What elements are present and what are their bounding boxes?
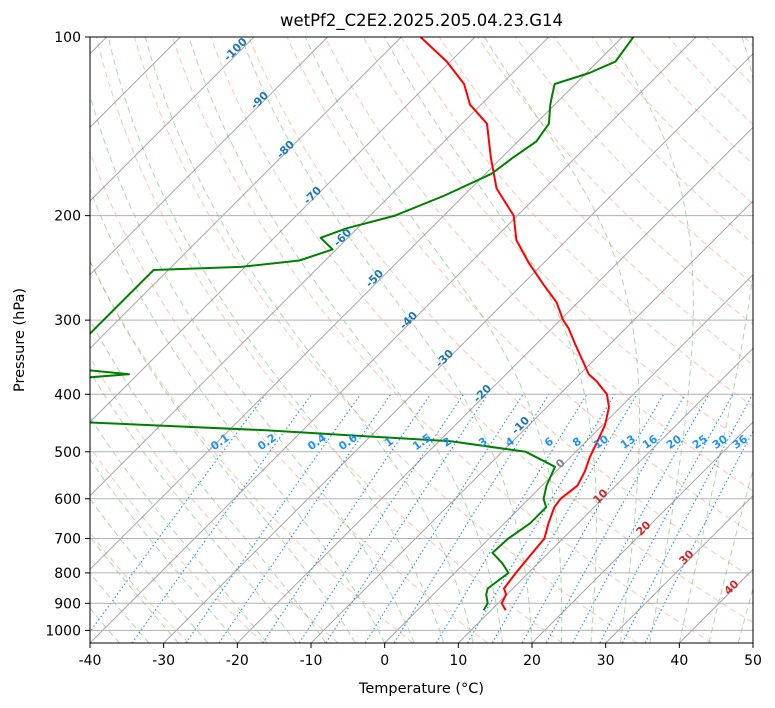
moist-adiabat — [708, 467, 753, 643]
dry-adiabat — [133, 37, 638, 643]
isotherm — [90, 37, 550, 497]
y-tick-label: 300 — [54, 313, 81, 329]
isotherm — [90, 37, 255, 202]
profiles — [90, 37, 635, 611]
moist-adiabats — [90, 37, 753, 643]
dry-adiabat — [90, 259, 414, 643]
dry-adiabat — [172, 37, 712, 643]
y-axis-label: Pressure (hPa) — [12, 288, 28, 392]
moist-adiabat — [90, 259, 356, 643]
mixing-ratio-line — [298, 393, 464, 643]
mixing-ratio-line — [393, 394, 550, 643]
moist-adiabat — [90, 498, 209, 643]
dry-adiabat — [515, 37, 753, 285]
isotherm — [310, 200, 753, 643]
moist-adiabat — [144, 37, 474, 643]
pressure-gridlines — [90, 37, 753, 631]
isotherm — [90, 37, 329, 276]
moist-adiabat — [90, 319, 327, 643]
plot-frame — [89, 36, 754, 644]
isotherm — [90, 37, 697, 643]
y-tick-label: 200 — [54, 209, 81, 225]
moist-adiabat — [90, 458, 238, 643]
dry-adiabat — [210, 37, 753, 624]
y-tick-label: 400 — [54, 387, 81, 403]
y-tick-label: 700 — [54, 532, 81, 548]
dry-adiabat — [286, 37, 753, 535]
y-tick-label: 1000 — [45, 623, 81, 639]
x-axis-label: Temperature (°C) — [358, 681, 484, 697]
mixing-ratio-line — [364, 393, 524, 643]
isotherm — [236, 126, 753, 643]
moist-adiabat — [90, 188, 386, 643]
x-tick-label: 20 — [523, 653, 541, 669]
x-tick-label: 30 — [597, 653, 615, 669]
moist-adiabat — [240, 37, 533, 643]
moist-adiabat — [188, 37, 503, 643]
mixing-ratio-line — [572, 394, 710, 643]
dry-adiabats — [90, 37, 753, 643]
moist-adiabat — [90, 535, 179, 643]
mixing-ratio-line — [491, 394, 638, 643]
plot-area: -100-90-80-70-60-50-40-30-20-100.1 0.2 0.4… — [90, 37, 753, 643]
isotherm — [163, 52, 753, 643]
isotherm — [384, 273, 753, 643]
moist-adiabat — [737, 586, 753, 643]
mixing-ratio-line — [90, 393, 267, 633]
mixing-ratio-line — [325, 393, 489, 643]
moist-adiabat — [608, 37, 694, 643]
mixing-ratio-lines — [90, 393, 753, 643]
moist-adiabat — [90, 416, 268, 643]
mixing-ratio-line — [521, 394, 665, 643]
x-tick-label: -20 — [226, 653, 249, 669]
isotherms — [90, 37, 753, 643]
y-tick-label: 500 — [54, 445, 81, 461]
dry-adiabat — [95, 37, 563, 643]
dry-adiabat — [90, 446, 264, 643]
moist-adiabat — [483, 37, 640, 643]
y-tick-label: 100 — [54, 30, 81, 46]
x-tick-label: -40 — [79, 653, 102, 669]
mixing-ratio-line — [185, 393, 362, 643]
moist-adiabat — [304, 37, 563, 643]
moist-adiabat — [678, 37, 753, 643]
isotherm — [531, 421, 753, 643]
x-tick-label: 50 — [744, 653, 762, 669]
mixing-ratio-line — [545, 394, 686, 643]
mixing-ratio-line — [262, 393, 431, 643]
dewpoint-profile — [90, 37, 635, 611]
y-axis-ticks: 100 200 300 400 500 600 700 800 900 1000 — [45, 30, 90, 639]
x-axis-ticks: -40 -30 -20 -10 0 10 20 30 40 50 — [79, 643, 762, 669]
y-tick-label: 900 — [54, 596, 81, 612]
isotherm — [90, 37, 476, 423]
temperature-profile — [419, 37, 610, 611]
mixing-ratio-line — [467, 394, 616, 643]
x-tick-label: -10 — [300, 653, 323, 669]
dry-adiabat — [477, 37, 753, 325]
mixing-ratio-line — [131, 393, 313, 643]
dry-adiabat — [248, 37, 753, 579]
isotherm — [90, 37, 623, 571]
mixing-ratio-line — [435, 394, 588, 643]
x-tick-label: 0 — [380, 653, 389, 669]
chart-title: wetPf2_C2E2.2025.205.04.23.G14 — [280, 11, 563, 31]
x-tick-label: -30 — [152, 653, 175, 669]
x-tick-label: 10 — [449, 653, 467, 669]
dry-adiabat — [324, 37, 753, 492]
moist-adiabat — [107, 37, 445, 643]
x-tick-label: 40 — [670, 653, 688, 669]
dry-adiabat — [90, 356, 339, 643]
isotherm — [605, 494, 753, 643]
moist-adiabat — [90, 370, 297, 643]
y-tick-label: 800 — [54, 566, 81, 582]
y-tick-label: 600 — [54, 492, 81, 508]
isotherm — [457, 347, 753, 643]
isotherm — [90, 37, 402, 350]
